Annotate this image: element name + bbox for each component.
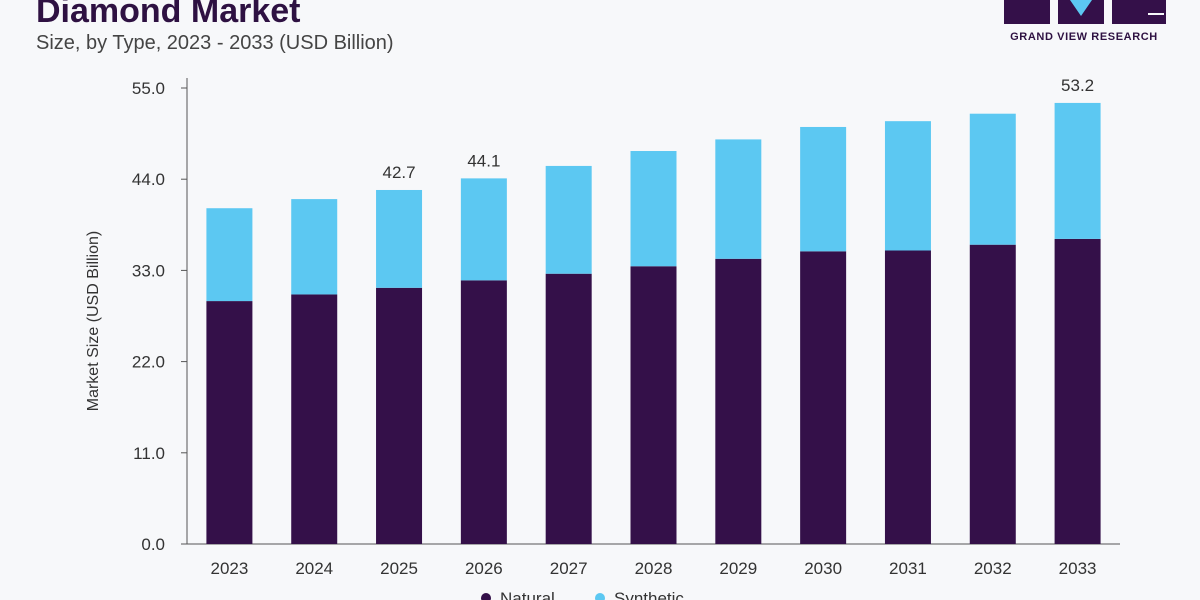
data-label-2033: 53.2 xyxy=(1061,76,1094,95)
bar-natural-2033 xyxy=(1054,238,1101,545)
bar-synthetic-2029 xyxy=(715,139,762,259)
bar-natural-2024 xyxy=(291,294,338,544)
y-tick-label: 22.0 xyxy=(132,353,165,372)
x-tick-label: 2027 xyxy=(550,559,588,578)
bar-synthetic-2024 xyxy=(291,199,338,295)
chart-legend: Natural Synthetic xyxy=(481,589,684,600)
legend-label-synthetic: Synthetic xyxy=(614,589,684,600)
bar-synthetic-2033 xyxy=(1054,102,1101,239)
legend-swatch-synthetic xyxy=(595,593,605,600)
chart-title: Diamond Market xyxy=(36,0,301,30)
bar-natural-2031 xyxy=(884,250,931,544)
data-label-2026: 44.1 xyxy=(467,151,500,170)
chart-axes: 0.0 11.0 22.0 33.0 44.0 55.0 Market Size (USD … xyxy=(85,78,1120,554)
x-tick-label: 2026 xyxy=(465,559,503,578)
x-tick-label: 2031 xyxy=(889,559,927,578)
x-tick-label: 2032 xyxy=(974,559,1012,578)
bar-natural-2030 xyxy=(800,251,847,544)
x-tick-label: 2029 xyxy=(719,559,757,578)
bar-natural-2028 xyxy=(630,266,677,544)
legend-label-natural: Natural xyxy=(500,589,555,600)
bar-natural-2029 xyxy=(715,258,762,544)
bar-synthetic-2028 xyxy=(630,151,677,267)
chart-labels: 2023 2024 2025 42.7 2026 44.1 2027 2028 2029 2030… xyxy=(210,76,1096,578)
bar-synthetic-2031 xyxy=(884,121,931,251)
x-tick-label: 2023 xyxy=(210,559,248,578)
logo-text: GRAND VIEW RESEARCH xyxy=(1010,31,1158,43)
bar-natural-2032 xyxy=(969,244,1016,544)
bar-synthetic-2025 xyxy=(376,189,423,288)
bar-synthetic-2032 xyxy=(969,113,1016,245)
y-tick-label: 44.0 xyxy=(132,170,165,189)
y-tick-label: 33.0 xyxy=(132,261,165,280)
bar-synthetic-2023 xyxy=(206,208,253,302)
legend-swatch-natural xyxy=(481,593,491,600)
data-label-2025: 42.7 xyxy=(382,163,415,182)
bar-natural-2027 xyxy=(545,273,592,544)
bar-natural-2023 xyxy=(206,301,253,544)
bar-synthetic-2030 xyxy=(800,126,847,252)
x-tick-label: 2033 xyxy=(1059,559,1097,578)
y-tick-label: 11.0 xyxy=(133,444,165,463)
grand-view-research-logo xyxy=(1004,0,1166,24)
bar-synthetic-2027 xyxy=(545,165,592,274)
y-tick-label: 55.0 xyxy=(132,79,165,98)
x-tick-label: 2028 xyxy=(635,559,673,578)
y-axis-title: Market Size (USD Billion) xyxy=(85,231,102,411)
x-tick-label: 2025 xyxy=(380,559,418,578)
x-tick-label: 2030 xyxy=(804,559,842,578)
x-tick-label: 2024 xyxy=(295,559,333,578)
bar-natural-2025 xyxy=(376,287,423,544)
chart-bars xyxy=(206,102,1101,545)
y-tick-label: 0.0 xyxy=(141,535,165,554)
chart-subtitle: Size, by Type, 2023 - 2033 (USD Billion) xyxy=(36,32,394,54)
bar-synthetic-2026 xyxy=(460,178,507,281)
bar-natural-2026 xyxy=(460,280,507,544)
